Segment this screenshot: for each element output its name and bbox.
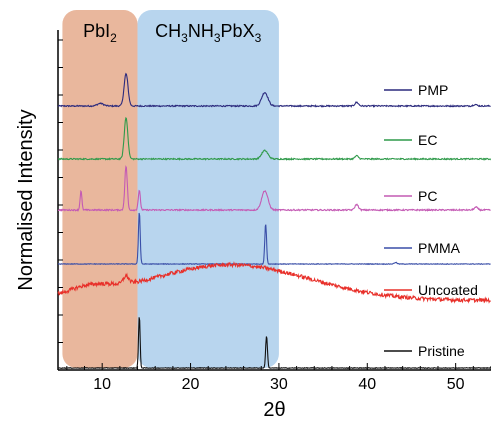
series-line-ec (57, 116, 491, 161)
x-tick-label: 10 (93, 376, 111, 393)
region-bands (62, 10, 279, 368)
series-lines (57, 72, 491, 370)
legend-label: Uncoated (418, 282, 478, 298)
x-ticks: 10 20 30 40 50 (66, 363, 491, 393)
y-minor-ticks (58, 39, 63, 371)
series-line-pmma (58, 212, 491, 266)
series-line-pristine (57, 317, 491, 370)
legend-label: EC (418, 132, 437, 148)
legend: PMP EC PC PMMA Uncoated Pristine (384, 82, 478, 359)
series-line-pc (57, 165, 491, 212)
region-band (137, 10, 279, 368)
x-axis-label: 2θ (263, 399, 285, 421)
region-band (62, 10, 138, 368)
x-tick-label: 30 (270, 376, 288, 393)
legend-label: Pristine (418, 343, 465, 359)
y-axis-label: Normalised Intensity (15, 109, 37, 290)
region-labels: PbI2 CH3NH3PbX3 (83, 21, 261, 45)
legend-label: PMP (418, 82, 448, 98)
legend-label: PC (418, 188, 437, 204)
x-tick-label: 20 (182, 376, 200, 393)
region-label: PbI2 (83, 21, 117, 45)
x-tick-label: 40 (358, 376, 376, 393)
series-line-uncoated (57, 261, 491, 304)
legend-label: PMMA (418, 240, 461, 256)
x-tick-label: 50 (447, 376, 465, 393)
series-line-pmp (57, 72, 491, 108)
region-label: CH3NH3PbX3 (155, 21, 261, 45)
